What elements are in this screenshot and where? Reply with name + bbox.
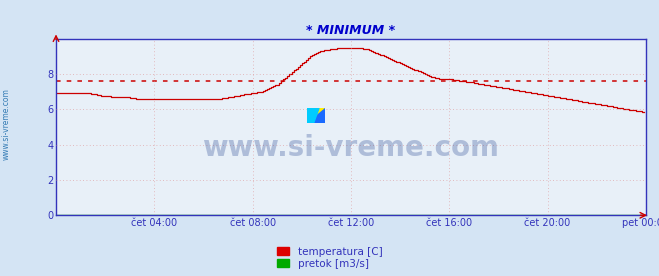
Legend: temperatura [C], pretok [m3/s]: temperatura [C], pretok [m3/s]	[275, 245, 384, 271]
Text: www.si-vreme.com: www.si-vreme.com	[202, 134, 500, 162]
Polygon shape	[307, 108, 326, 123]
Title: * MINIMUM *: * MINIMUM *	[306, 25, 395, 38]
Polygon shape	[307, 108, 319, 123]
Polygon shape	[307, 108, 326, 123]
Text: www.si-vreme.com: www.si-vreme.com	[2, 88, 11, 160]
